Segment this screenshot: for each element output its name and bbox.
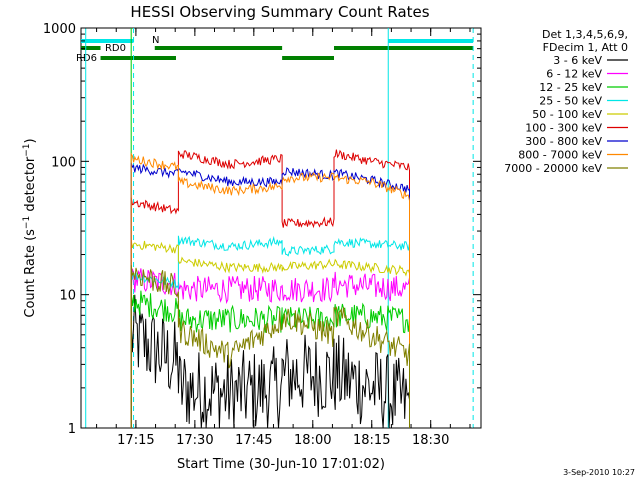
y-axis-label-end: ) [23,138,38,143]
legend-item-label: 300 - 800 keV [525,135,602,148]
legend: Det 1,3,4,5,6,9, FDecim 1, Att 0 3 - 6 k… [504,28,628,175]
legend-item-label: 7000 - 20000 keV [504,162,602,175]
series-line-3-6keV [130,294,410,429]
series-line-100-300keV [130,149,410,428]
series-line-6-12keV [130,268,410,428]
legend-item-label: 12 - 25 keV [539,81,602,94]
y-tick-label: 100 [51,155,76,170]
x-tick-label: 17:30 [176,433,213,448]
y-axis-label-exp2: −1 [22,143,32,156]
legend-item-label: 6 - 12 keV [546,68,602,81]
chart-title: HESSI Observing Summary Count Rates [130,3,429,21]
series-line-800-7000keV [130,152,410,428]
y-tick-label: 1 [68,422,76,437]
flag-label: RD0 [105,43,126,54]
timestamp: 3-Sep-2010 10:27 [563,468,635,477]
plot-border [80,27,482,429]
y-tick-label: 1000 [43,22,76,37]
legend-item-label: 50 - 100 keV [532,108,602,121]
x-axis-label: Start Time (30-Jun-10 17:01:02) [177,457,385,472]
y-axis-label-exp1: −1 [22,216,32,229]
flag-bars: N RD0 RD6 [76,35,474,64]
flag-vertical-lines [85,28,474,428]
legend-item-label: 3 - 6 keV [553,54,602,67]
x-tick-label: 18:00 [294,433,331,448]
axes: 17:15 17:30 17:45 18:00 18:15 18:30 1 10 100 1000 [43,22,481,448]
y-axis-label-mid: detector [23,156,38,216]
series-line-25-50keV [130,235,410,428]
x-tick-label: 18:30 [412,433,449,448]
x-tick-label: 17:15 [117,433,154,448]
x-tick-label: 18:15 [353,433,390,448]
flag-label: N [152,35,159,46]
y-tick-label: 10 [59,289,76,304]
series-line-50-100keV [130,239,410,428]
legend-header-line-1: Det 1,3,4,5,6,9, [542,28,628,41]
series-line-12-25keV [130,290,410,428]
plot-frame [80,27,482,429]
legend-item-label: 25 - 50 keV [539,95,602,108]
x-tick-label: 17:45 [235,433,272,448]
y-axis-label: Count Rate (s−1 detector−1) [22,138,38,317]
series-line-300-800keV [130,162,410,428]
y-axis-label-base: Count Rate (s [23,229,38,318]
legend-item-label: 800 - 7000 keV [518,149,602,162]
series-line-7000-20000keV [130,265,410,428]
legend-item-label: 100 - 300 keV [525,122,602,135]
legend-header-line-2: FDecim 1, Att 0 [543,41,628,54]
series-lines [130,149,410,429]
flag-label: RD6 [76,53,97,64]
